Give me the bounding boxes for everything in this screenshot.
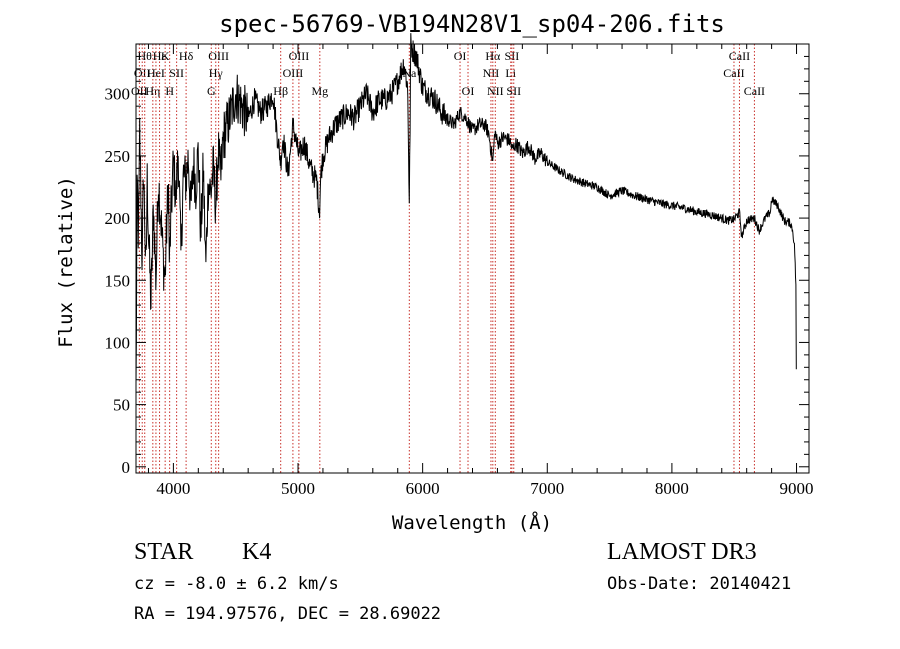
line-label-11: Hγ: [209, 66, 224, 80]
line-label-23: Li: [505, 66, 516, 80]
line-label-22: NII: [487, 84, 504, 98]
line-label-10: G: [207, 84, 216, 98]
y-tick-label-4: 200: [105, 209, 131, 228]
y-tick-label-2: 100: [105, 333, 131, 352]
plot-frame: [135, 43, 810, 474]
x-tick-label-2: 6000: [406, 479, 440, 498]
line-label-26: CaII: [723, 66, 744, 80]
line-label-25: SII: [506, 84, 521, 98]
line-label-4: HeI: [147, 66, 165, 80]
line-label-28: CaII: [744, 84, 765, 98]
series-group: [135, 33, 797, 384]
line-label-5: Hε: [153, 49, 167, 63]
line-label-24: SII: [505, 49, 520, 63]
line-label-13: Hβ: [273, 84, 288, 98]
x-tick-label-5: 9000: [780, 479, 814, 498]
ra-dec: RA = 194.97576, DEC = 28.69022: [134, 604, 442, 624]
y-tick-label-5: 250: [105, 147, 131, 166]
x-tick-label-0: 4000: [156, 479, 190, 498]
y-tick-label-1: 50: [113, 396, 130, 415]
obs-date: Obs-Date: 20140421: [607, 574, 792, 594]
redshift-cz: cz = -8.0 ± 6.2 km/s: [134, 574, 339, 594]
line-label-12: OIII: [208, 49, 229, 63]
line-label-1: OII: [134, 66, 151, 80]
survey-name: LAMOST DR3: [607, 539, 757, 565]
series-line-spectrum: [135, 33, 797, 384]
line-label-7: H: [165, 84, 174, 98]
line-label-0: OII: [131, 84, 148, 98]
line-label-20: NII: [483, 66, 500, 80]
axis-ticks: 4000 5000 6000 7000 8000 9000 0 50 100 150 200 250 3…: [105, 44, 814, 498]
y-tick-label-0: 0: [122, 458, 131, 477]
x-tick-label-4: 8000: [655, 479, 689, 498]
line-label-6: K: [161, 49, 170, 63]
line-label-8: SII: [169, 66, 184, 80]
line-label-18: OI: [454, 49, 467, 63]
object-class: STAR: [134, 539, 194, 565]
line-label-9: Hδ: [179, 49, 194, 63]
line-markers: OII OII Hθ Hη HeI HεK H SII Hδ G Hγ OIII Hβ OIII OIII M…: [131, 44, 765, 473]
line-label-2: Hθ: [138, 49, 153, 63]
line-label-19: OI: [462, 84, 475, 98]
y-tick-label-6: 300: [105, 85, 131, 104]
chart-title: spec-56769-VB194N28V1_sp04-206.fits: [219, 10, 725, 38]
y-tick-label-3: 150: [105, 271, 131, 290]
x-tick-label-3: 7000: [530, 479, 564, 498]
line-label-21: Hα: [485, 49, 501, 63]
line-label-27: CaII: [729, 49, 750, 63]
line-label-15: OIII: [289, 49, 310, 63]
object-subclass: K4: [242, 539, 272, 565]
line-label-16: Mg: [311, 84, 328, 98]
line-label-14: OIII: [283, 66, 304, 80]
y-axis-label: Flux (relative): [55, 176, 77, 348]
line-label-3: Hη: [145, 84, 160, 98]
x-axis-label: Wavelength (Å): [392, 511, 552, 534]
x-tick-label-1: 5000: [281, 479, 315, 498]
